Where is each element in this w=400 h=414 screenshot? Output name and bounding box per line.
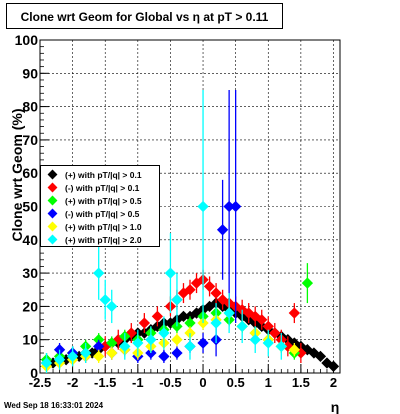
x-tick-label: 2 bbox=[330, 375, 337, 390]
y-tick-label: 30 bbox=[22, 265, 38, 281]
legend-label: (+) with pT/|q| > 1.0 bbox=[65, 221, 142, 232]
x-axis: -2.5 -2 -1.5 -1 -0.5 0 0.5 1 1.5 2 bbox=[29, 364, 341, 390]
y-tick-label: 100 bbox=[15, 32, 39, 48]
y-axis-label: Clone wrt Geom (%) bbox=[9, 108, 25, 241]
data-point bbox=[288, 307, 301, 319]
data-point bbox=[151, 310, 164, 323]
legend-entry: (+) with pT/|q| > 0.5 bbox=[43, 194, 142, 207]
data-point bbox=[223, 200, 235, 213]
legend-entry: (+) with pT/|q| > 0.1 bbox=[43, 168, 142, 181]
data-point bbox=[93, 267, 105, 279]
data-point bbox=[171, 334, 183, 346]
data-point bbox=[164, 267, 177, 279]
chart-title: Clone wrt Geom for Global vs η at pT > 0… bbox=[6, 3, 283, 29]
data-point bbox=[249, 334, 261, 346]
data-point bbox=[145, 334, 157, 346]
legend-marker bbox=[47, 169, 58, 180]
x-axis-label: η bbox=[331, 399, 340, 414]
data-point bbox=[216, 224, 229, 236]
data-point bbox=[327, 360, 340, 372]
data-point bbox=[171, 294, 183, 306]
data-point bbox=[184, 317, 196, 329]
data-point bbox=[184, 340, 196, 353]
data-point bbox=[210, 317, 222, 329]
x-tick-label: 1 bbox=[265, 375, 272, 390]
data-point bbox=[229, 200, 242, 213]
data-point bbox=[40, 357, 53, 369]
data-point bbox=[138, 317, 151, 329]
x-tick-label: -1 bbox=[132, 375, 144, 390]
x-tick-label: 0.5 bbox=[227, 375, 245, 390]
legend-label: (+) with pT/|q| > 0.1 bbox=[65, 169, 142, 180]
x-tick-label: 1.5 bbox=[292, 375, 310, 390]
legend-entry: (+) with pT/|q| > 1.0 bbox=[43, 220, 142, 233]
data-point bbox=[171, 347, 183, 359]
legend-label: (-) with pT/|q| > 0.5 bbox=[65, 208, 140, 219]
legend-label: (+) with pT/|q| > 2.0 bbox=[65, 234, 142, 245]
timestamp: Wed Sep 18 16:33:01 2024 bbox=[4, 401, 104, 410]
y-tick-label: 10 bbox=[22, 332, 38, 348]
data-point bbox=[177, 310, 190, 323]
legend-marker bbox=[47, 195, 58, 206]
x-tick-label: -1.5 bbox=[94, 375, 116, 390]
y-tick-label: 90 bbox=[22, 65, 38, 81]
legend-entry: (-) with pT/|q| > 0.5 bbox=[43, 207, 139, 220]
legend-entry: (+) with pT/|q| > 2.0 bbox=[43, 233, 142, 246]
data-point bbox=[132, 337, 144, 349]
legend-label: (+) with pT/|q| > 0.5 bbox=[65, 195, 142, 206]
y-tick-label: 20 bbox=[22, 298, 38, 314]
data-point bbox=[184, 284, 196, 296]
data-point bbox=[158, 350, 170, 363]
data-point bbox=[53, 354, 66, 366]
legend-marker bbox=[47, 234, 58, 245]
data-point bbox=[301, 277, 314, 289]
data-point bbox=[158, 327, 170, 339]
series-6 bbox=[40, 89, 287, 373]
legend-label: (-) with pT/|q| > 0.1 bbox=[65, 182, 140, 193]
data-point bbox=[197, 200, 209, 213]
x-tick-label: -2 bbox=[67, 375, 79, 390]
data-point bbox=[256, 314, 268, 326]
x-tick-label: 0 bbox=[199, 375, 206, 390]
y-tick-label: 40 bbox=[22, 232, 38, 248]
x-tick-label: -2.5 bbox=[29, 375, 51, 390]
y-tick-label: 60 bbox=[22, 165, 38, 181]
legend-marker bbox=[47, 221, 58, 232]
legend-marker bbox=[47, 208, 58, 219]
data-point bbox=[288, 344, 301, 356]
data-point bbox=[269, 327, 281, 339]
data-point bbox=[262, 337, 274, 349]
y-tick-label: 0 bbox=[30, 365, 38, 381]
y-tick-label: 70 bbox=[22, 132, 38, 148]
y-tick-label: 50 bbox=[22, 199, 38, 215]
data-point bbox=[210, 287, 222, 299]
legend-entry: (-) with pT/|q| > 0.1 bbox=[43, 181, 139, 194]
y-tick-label: 80 bbox=[22, 99, 38, 115]
legend: (+) with pT/|q| > 0.1 (-) with pT/|q| > 0… bbox=[40, 165, 160, 247]
data-point bbox=[236, 320, 248, 333]
legend-marker bbox=[47, 182, 58, 193]
data-point bbox=[262, 320, 274, 333]
data-point bbox=[203, 280, 216, 293]
data-point bbox=[223, 307, 235, 319]
data-point bbox=[197, 337, 209, 349]
data-marks bbox=[40, 89, 340, 373]
data-point bbox=[314, 350, 327, 363]
x-tick-label: -0.5 bbox=[159, 375, 181, 390]
data-point bbox=[275, 340, 287, 353]
